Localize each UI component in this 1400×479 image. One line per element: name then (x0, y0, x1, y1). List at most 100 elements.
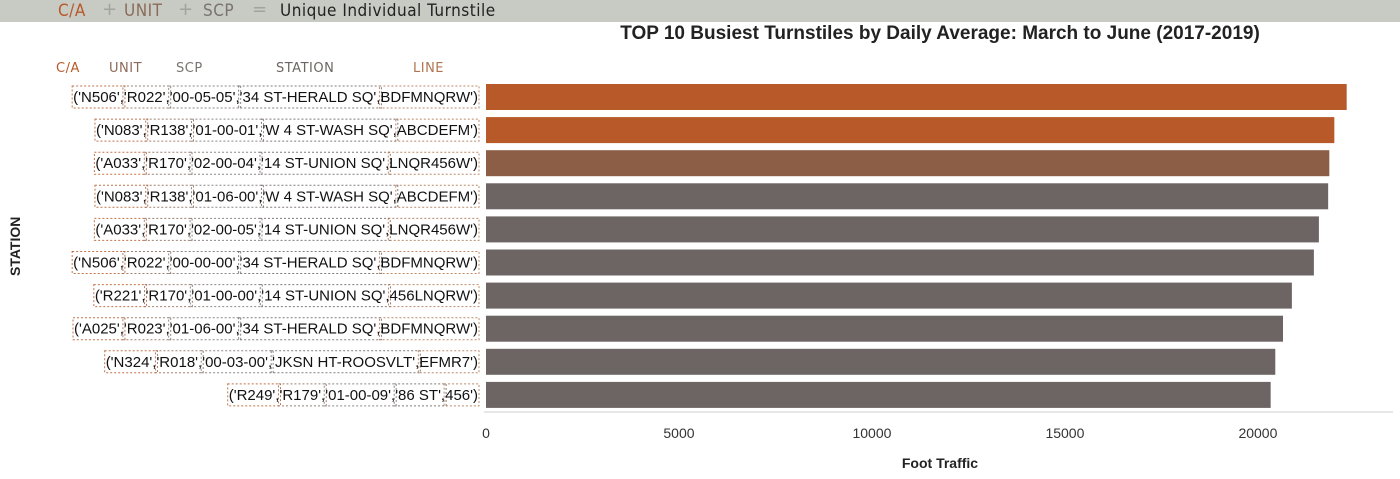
bar-10 (486, 381, 1271, 408)
label-box-line (395, 184, 480, 208)
legend-bar: C/A + UNIT + SCP = Unique Individual Tur… (0, 0, 1400, 22)
label-box-line (388, 284, 480, 308)
y-tick-label-scp: '02-00-04', (191, 155, 261, 172)
y-tick-label-scp: '00-00-00', (170, 255, 240, 272)
label-box-line (443, 383, 480, 407)
y-tick-label-unit: 'R022', (124, 255, 170, 272)
legend-result: Unique Individual Turnstile (280, 1, 496, 21)
y-tick-label-unit: 'R170', (145, 221, 191, 238)
label-box-scp (168, 251, 242, 274)
label-box-station (270, 350, 421, 374)
label-box-station (393, 383, 447, 407)
label-box-line (387, 217, 480, 241)
y-tick-label-ca: ('R221', (95, 288, 146, 305)
y-tick-label-station: '86 ST', (395, 387, 445, 404)
y-tick-label-scp: '01-00-00', (191, 288, 261, 305)
y-tick-label-station: 'W 4 ST-WASH SQ', (262, 122, 396, 139)
label-box-unit (144, 284, 193, 308)
label-box-scp (189, 284, 263, 308)
y-tick-label-unit: 'R138', (147, 188, 193, 205)
label-box-ca (71, 85, 126, 109)
y-tick-label-unit: 'R179', (279, 387, 325, 404)
legend-plus-2: + (178, 0, 194, 20)
legend-unit: UNIT (124, 1, 163, 21)
y-tick-label-unit: 'R170', (145, 155, 191, 172)
y-tick-label-ca: ('N324', (106, 354, 157, 371)
label-box-ca (72, 317, 126, 341)
x-tick-label: 20000 (1238, 425, 1277, 441)
y-tick-label-scp: '01-06-00', (192, 188, 262, 205)
legend-scp: SCP (203, 1, 235, 21)
y-tick-label-line: ABCDEFM') (397, 188, 478, 205)
label-box-scp (200, 350, 274, 374)
y-tick-label-ca: ('A033', (95, 221, 145, 238)
y-tick-label-line: EFMR7') (419, 354, 478, 371)
y-tick-label-scp: '01-06-00', (170, 321, 240, 338)
y-tick-label-unit: 'R018', (156, 354, 202, 371)
label-box-ca (94, 118, 149, 142)
x-tick-label: 15000 (1045, 425, 1084, 441)
y-tick-label-line: BDFMNQRW') (380, 89, 478, 106)
y-tick-label-line: BDFMNQRW') (380, 255, 478, 272)
chart-title: TOP 10 Busiest Turnstiles by Daily Avera… (620, 23, 1260, 44)
label-box-line (395, 118, 480, 142)
label-box-station (259, 284, 392, 308)
bar-9 (486, 348, 1276, 375)
column-header-line: LINE (413, 61, 445, 76)
y-tick-label-unit: 'R023', (124, 321, 170, 338)
label-box-unit (145, 118, 194, 142)
x-tick-label: 0 (482, 425, 490, 441)
label-box-scp (190, 184, 264, 208)
label-box-station (238, 317, 382, 341)
y-tick-label-station: '34 ST-HERALD SQ', (240, 255, 381, 272)
bar-8 (486, 315, 1284, 342)
label-box-ca (227, 383, 281, 407)
label-box-scp (168, 317, 242, 341)
label-box-ca (93, 151, 147, 175)
y-tick-label-scp: '01-00-01', (192, 122, 262, 139)
label-box-unit (277, 383, 327, 407)
label-box-ca (93, 284, 148, 308)
column-header-ca: C/A (56, 61, 80, 76)
y-tick-label-station: 'W 4 ST-WASH SQ', (262, 188, 396, 205)
legend-plus-1: + (102, 0, 118, 20)
bar-5 (486, 216, 1319, 243)
label-box-line (417, 350, 480, 374)
legend-equals: = (252, 0, 268, 20)
y-tick-label-line: 456LNQRW') (390, 288, 478, 305)
x-axis-title: Foot Traffic (901, 455, 979, 471)
label-box-line (387, 151, 480, 175)
y-tick-label-scp: '01-00-09', (325, 387, 395, 404)
bar-4 (486, 183, 1329, 210)
label-box-ca (93, 217, 147, 241)
label-box-station (238, 251, 382, 274)
label-box-line (378, 317, 480, 341)
y-tick-label-ca: ('N083', (96, 188, 147, 205)
y-tick-label-station: '34 ST-HERALD SQ', (240, 321, 381, 338)
x-tick-label: 10000 (852, 425, 891, 441)
y-tick-label-station: 'JKSN HT-ROOSVLT', (272, 354, 419, 371)
label-box-unit (122, 251, 172, 274)
y-tick-label-ca: ('A025', (74, 321, 124, 338)
y-tick-label-ca: ('R249', (229, 387, 280, 404)
label-box-ca (94, 184, 149, 208)
y-tick-label-station: '14 ST-UNION SQ', (261, 155, 389, 172)
label-box-station (260, 118, 399, 142)
y-tick-label-ca: ('N083', (96, 122, 147, 139)
y-tick-label-station: '14 ST-UNION SQ', (261, 221, 389, 238)
label-box-unit (122, 317, 172, 341)
y-tick-label-unit: 'R138', (147, 122, 193, 139)
label-box-unit (143, 217, 193, 241)
y-tick-label-scp: '00-03-00', (202, 354, 272, 371)
column-header-scp: SCP (176, 61, 203, 76)
bar-7 (486, 282, 1292, 309)
y-tick-label-unit: 'R022', (124, 89, 170, 106)
y-tick-label-ca: ('A033', (95, 155, 145, 172)
label-box-ca (71, 251, 126, 274)
y-tick-label-line: ABCDEFM') (397, 122, 478, 139)
label-box-station (260, 184, 399, 208)
bar-2 (486, 117, 1335, 144)
x-tick-label: 5000 (663, 425, 694, 441)
y-tick-label-station: '34 ST-HERALD SQ', (240, 89, 381, 106)
label-box-unit (143, 151, 193, 175)
